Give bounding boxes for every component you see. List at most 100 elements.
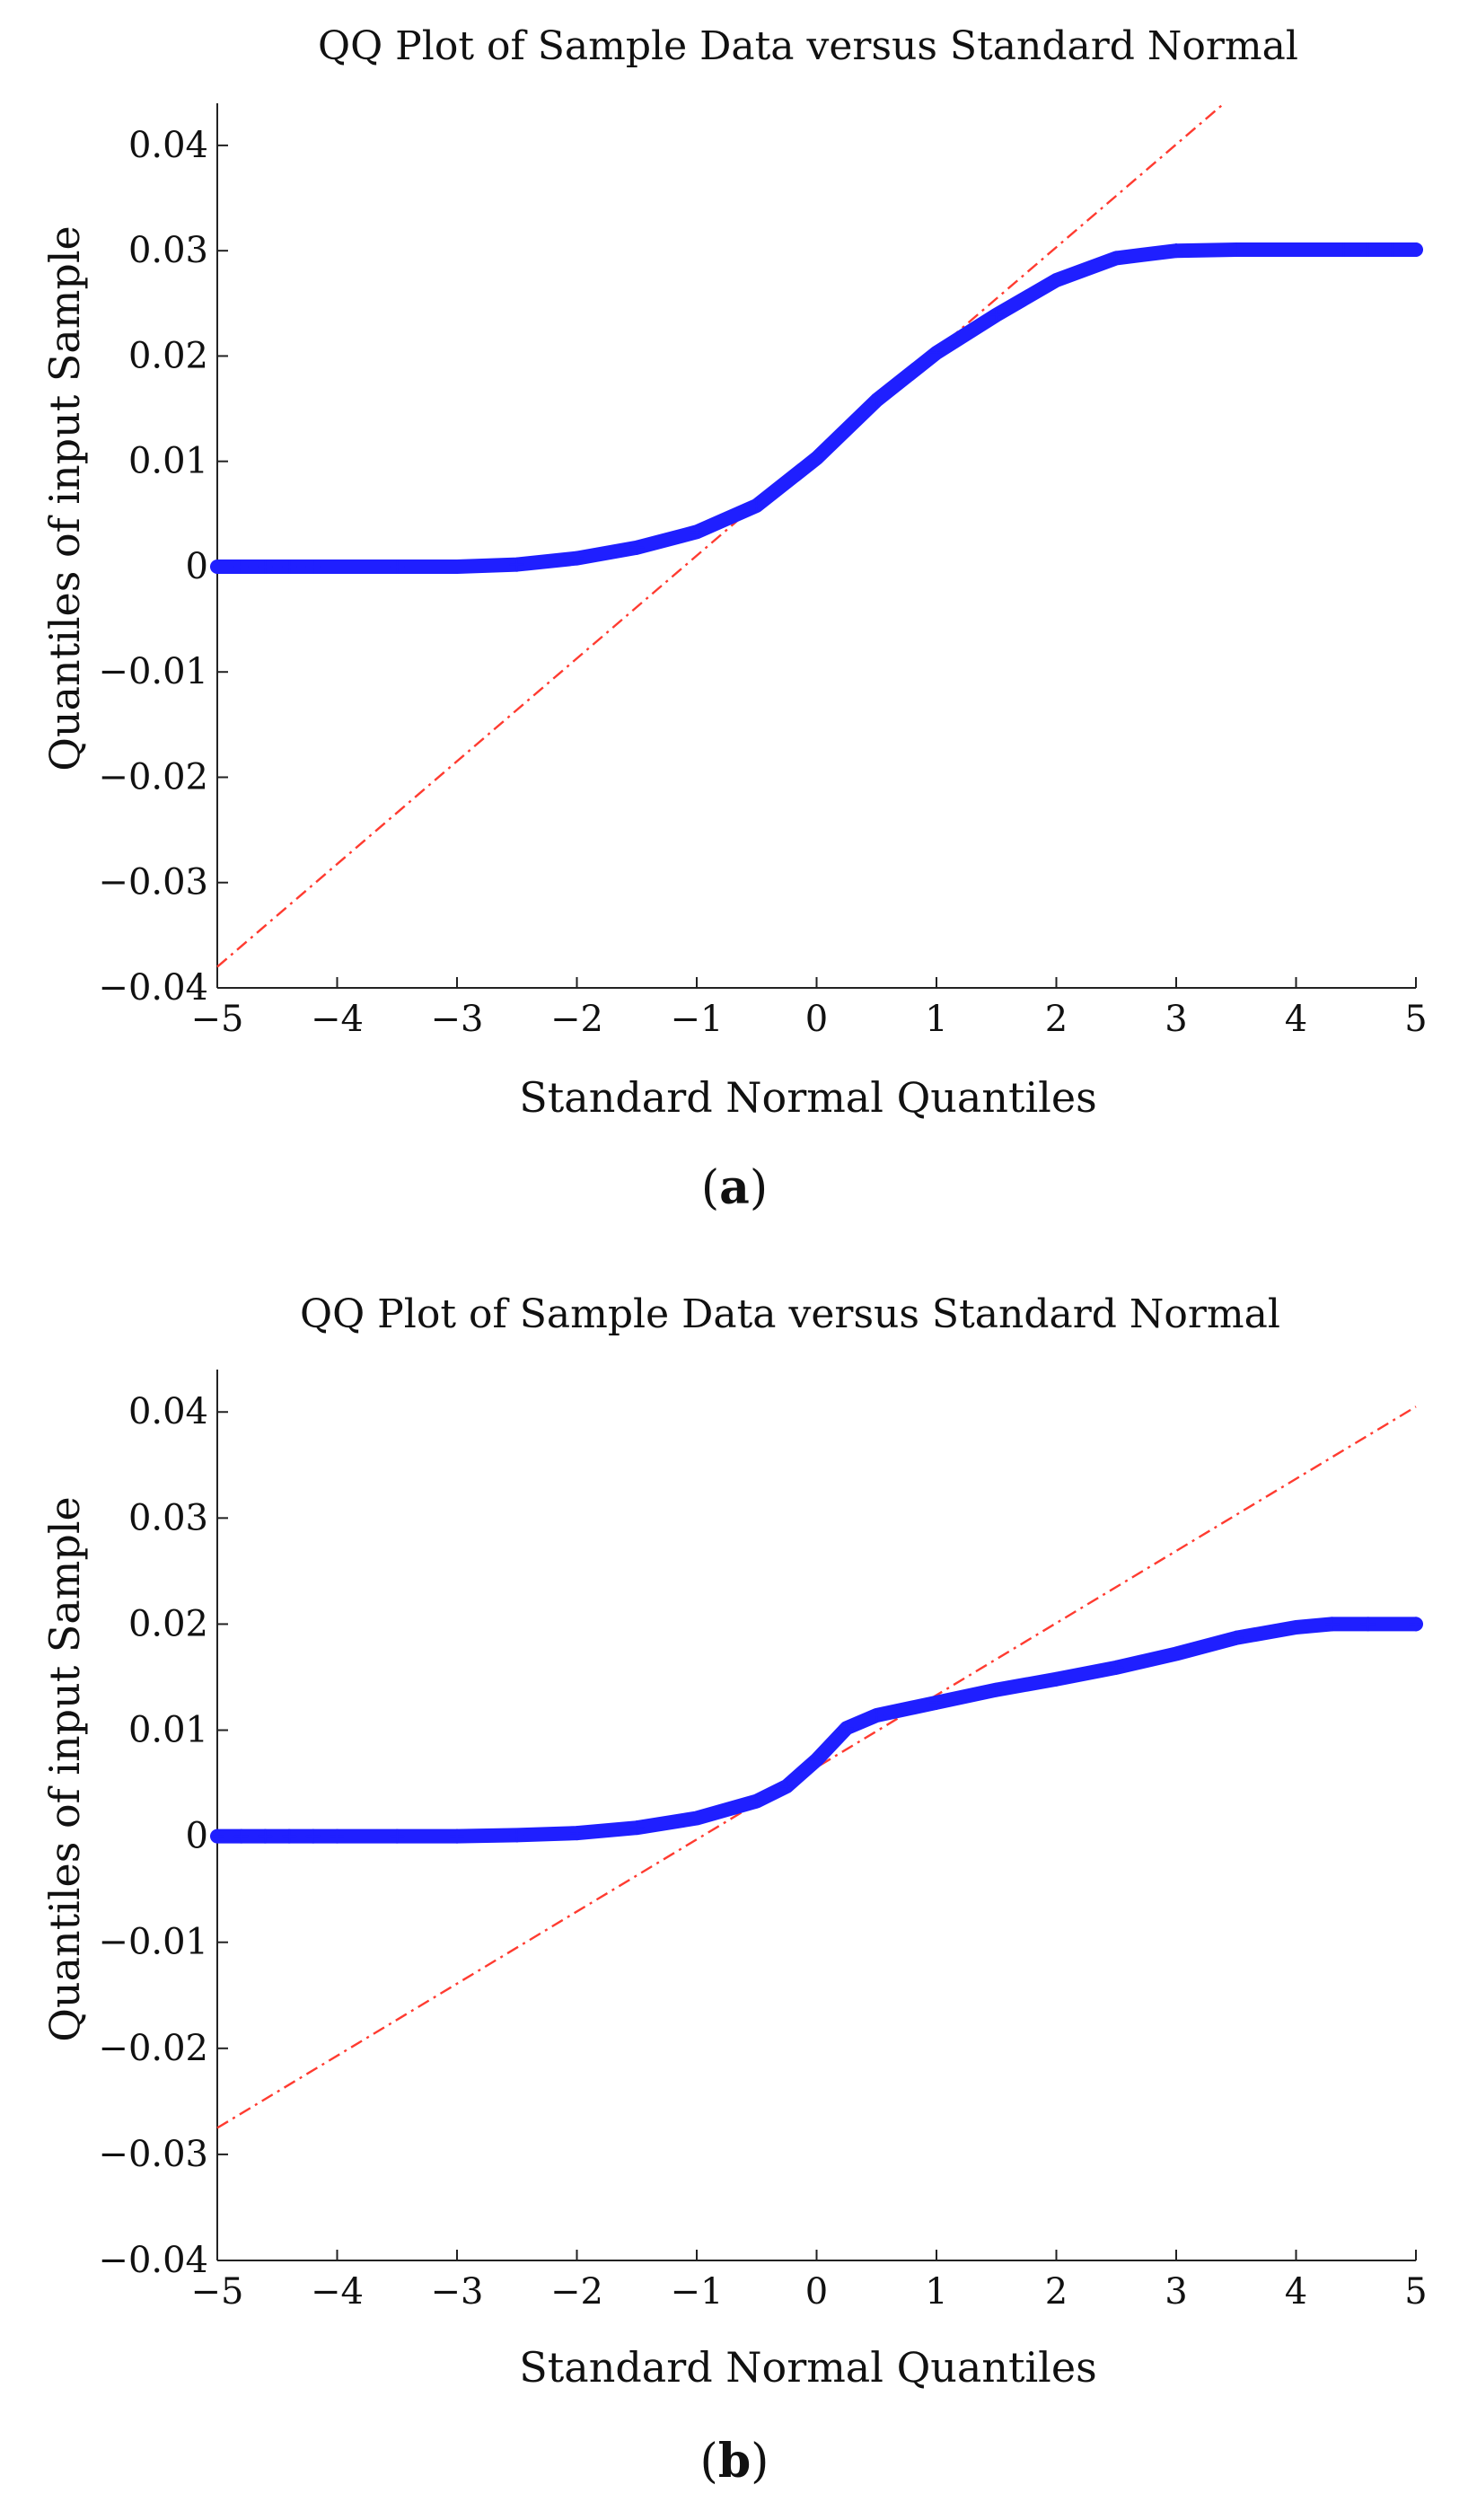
y-tick-label: 0.03 xyxy=(128,1497,208,1538)
x-tick-label: 4 xyxy=(1285,2271,1307,2313)
sample-point xyxy=(450,1828,464,1844)
sample-point xyxy=(258,1828,273,1844)
panel-b: QQ Plot of Sample Data versus Standard N… xyxy=(40,1291,1428,2489)
sample-point xyxy=(509,1828,524,1843)
sample-point xyxy=(569,1826,585,1841)
sample-point xyxy=(450,559,464,574)
y-ticks: 0.04 0.03 0.02 0.01 0 −0.01 −0.02 −0.03 −0.04 xyxy=(98,1391,228,2281)
x-tick-label: 3 xyxy=(1165,999,1187,1040)
x-tick-label: −4 xyxy=(311,999,364,1040)
y-tick-label: 0.01 xyxy=(128,441,208,482)
sample-trace xyxy=(210,1617,1423,1844)
x-tick-label: −5 xyxy=(191,2271,244,2313)
x-tick-label: −5 xyxy=(191,999,244,1040)
panel-caption: (a) xyxy=(701,1160,768,1215)
sample-point xyxy=(989,307,1004,322)
caption-letter: a xyxy=(719,1160,750,1215)
sample-point xyxy=(1360,242,1376,257)
y-tick-label: −0.04 xyxy=(98,967,208,1009)
sample-point xyxy=(233,559,249,574)
y-tick-label: 0.04 xyxy=(128,1391,208,1432)
sample-point xyxy=(1049,273,1064,287)
sample-point xyxy=(629,1820,645,1836)
chart-title: QQ Plot of Sample Data versus Standard N… xyxy=(300,1291,1280,1337)
sample-point xyxy=(690,1811,704,1826)
x-tick-label: −3 xyxy=(431,999,484,1040)
caption-open-paren: ( xyxy=(701,1161,719,1215)
x-axis-label: Standard Normal Quantiles xyxy=(519,2343,1096,2392)
panel-caption: (b) xyxy=(700,2434,769,2489)
y-tick-label: −0.01 xyxy=(98,651,208,692)
sample-point xyxy=(390,1828,405,1844)
reference-line xyxy=(216,1405,1417,2129)
sample-point xyxy=(1109,1660,1124,1675)
sample-point xyxy=(1288,1619,1304,1634)
x-tick-label: 0 xyxy=(805,999,828,1040)
x-tick-label: 1 xyxy=(925,999,947,1040)
x-tick-label: 2 xyxy=(1045,999,1068,1040)
sample-point xyxy=(1324,1617,1340,1632)
sample-point xyxy=(1109,251,1124,266)
y-axis-label: Quantiles of input Sample xyxy=(40,225,89,771)
sample-point xyxy=(210,1828,224,1844)
x-tick-label: −1 xyxy=(671,999,724,1040)
y-tick-label: −0.01 xyxy=(98,1922,208,1963)
y-tick-label: 0.03 xyxy=(128,230,208,271)
x-axis-label: Standard Normal Quantiles xyxy=(519,1073,1096,1122)
panel-a: QQ Plot of Sample Data versus Standard N… xyxy=(40,23,1428,1215)
y-axis-label: Quantiles of input Sample xyxy=(40,1496,89,2042)
sample-point xyxy=(1409,242,1423,257)
y-tick-label: 0.01 xyxy=(128,1710,208,1751)
x-ticks: −5 −4 −3 −2 −1 0 1 2 3 4 5 xyxy=(191,977,1428,1040)
y-tick-label: −0.03 xyxy=(98,862,208,903)
sample-point xyxy=(330,1828,345,1844)
sample-point xyxy=(749,498,764,513)
y-ticks: 0.04 0.03 0.02 0.01 0 −0.01 −0.02 −0.03 −0.04 xyxy=(98,125,228,1009)
sample-point xyxy=(1228,1630,1244,1645)
sample-point xyxy=(929,1695,944,1710)
sample-point xyxy=(1384,242,1400,257)
caption-close-paren: ) xyxy=(751,2435,769,2489)
sample-point xyxy=(839,1721,854,1736)
y-tick-label: 0 xyxy=(186,546,208,587)
sample-point xyxy=(282,1828,297,1844)
sample-point xyxy=(305,1828,321,1844)
caption-letter: b xyxy=(718,2434,751,2489)
x-tick-label: −1 xyxy=(671,2271,724,2313)
sample-point xyxy=(690,524,704,540)
sample-point xyxy=(779,1779,795,1794)
sample-point xyxy=(1228,242,1244,257)
sample-point xyxy=(809,1752,824,1767)
sample-point xyxy=(749,1793,764,1809)
sample-point xyxy=(1336,242,1351,257)
y-tick-label: −0.04 xyxy=(98,2240,208,2281)
x-tick-label: 5 xyxy=(1404,2271,1427,2313)
sample-point xyxy=(282,559,297,574)
x-tick-label: 2 xyxy=(1045,2271,1068,2313)
sample-point xyxy=(210,559,224,574)
caption-close-paren: ) xyxy=(750,1161,768,1215)
sample-point xyxy=(1360,1617,1376,1632)
x-tick-label: 4 xyxy=(1285,999,1307,1040)
sample-point xyxy=(989,1682,1004,1697)
x-tick-label: 5 xyxy=(1404,999,1427,1040)
y-tick-label: 0.02 xyxy=(128,1603,208,1644)
series-group xyxy=(210,1405,1423,2129)
sample-point xyxy=(305,559,321,574)
sample-point xyxy=(569,551,585,566)
x-ticks: −5 −4 −3 −2 −1 0 1 2 3 4 5 xyxy=(191,2250,1428,2313)
x-tick-label: −3 xyxy=(431,2271,484,2313)
sample-point xyxy=(509,557,524,572)
y-tick-label: 0.04 xyxy=(128,125,208,166)
sample-point xyxy=(869,1707,884,1723)
sample-point xyxy=(1409,1617,1423,1632)
sample-point xyxy=(1049,1671,1064,1687)
caption-open-paren: ( xyxy=(700,2435,718,2489)
x-tick-label: −2 xyxy=(550,999,603,1040)
sample-point xyxy=(233,1828,249,1844)
y-tick-label: 0 xyxy=(186,1816,208,1857)
reference-line xyxy=(216,102,1226,968)
x-tick-label: 1 xyxy=(925,2271,947,2313)
sample-point xyxy=(869,392,884,408)
